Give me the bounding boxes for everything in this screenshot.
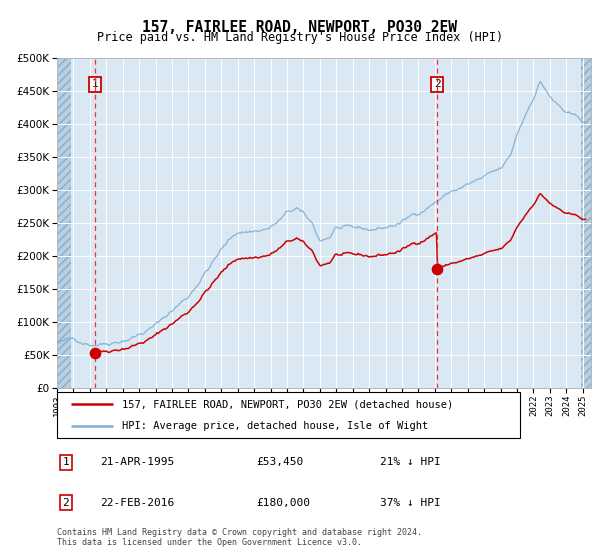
Text: 2: 2 [62,498,69,508]
Text: 1: 1 [92,80,98,90]
Text: 2: 2 [434,80,440,90]
Text: 22-FEB-2016: 22-FEB-2016 [100,498,174,508]
Text: Contains HM Land Registry data © Crown copyright and database right 2024.
This d: Contains HM Land Registry data © Crown c… [57,528,422,548]
Text: 21% ↓ HPI: 21% ↓ HPI [380,458,440,467]
Text: Price paid vs. HM Land Registry's House Price Index (HPI): Price paid vs. HM Land Registry's House … [97,31,503,44]
Text: HPI: Average price, detached house, Isle of Wight: HPI: Average price, detached house, Isle… [122,421,428,431]
FancyBboxPatch shape [57,392,520,438]
Text: 21-APR-1995: 21-APR-1995 [100,458,174,467]
Text: 157, FAIRLEE ROAD, NEWPORT, PO30 2EW (detached house): 157, FAIRLEE ROAD, NEWPORT, PO30 2EW (de… [122,399,453,409]
Text: £53,450: £53,450 [256,458,304,467]
Point [90,348,100,357]
Point [433,265,442,274]
Text: £180,000: £180,000 [256,498,310,508]
Text: 37% ↓ HPI: 37% ↓ HPI [380,498,440,508]
Text: 1: 1 [62,458,69,467]
Text: 157, FAIRLEE ROAD, NEWPORT, PO30 2EW: 157, FAIRLEE ROAD, NEWPORT, PO30 2EW [143,20,458,35]
